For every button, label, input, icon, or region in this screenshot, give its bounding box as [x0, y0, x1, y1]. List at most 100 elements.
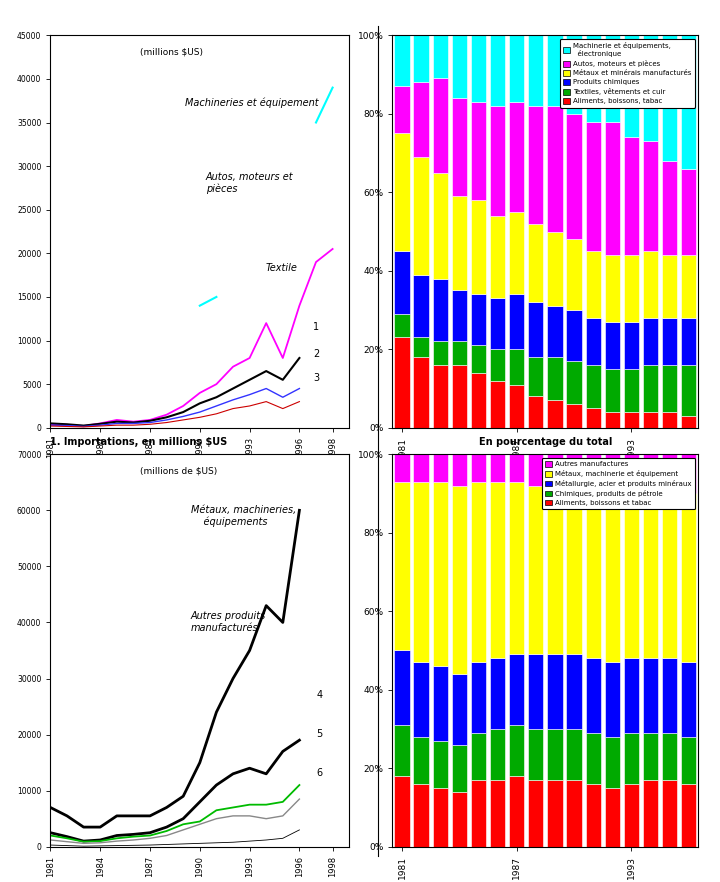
Legend: Autres manufactures, Métaux, machinerie et équipement, Métallurgie, acier et pro: Autres manufactures, Métaux, machinerie … [541, 458, 695, 509]
Bar [490, 298, 505, 349]
Bar [567, 239, 582, 310]
Bar [624, 138, 639, 255]
Bar [547, 400, 562, 428]
Bar [585, 408, 601, 428]
Text: Autos, moteurs et
pièces: Autos, moteurs et pièces [206, 172, 294, 194]
Bar [585, 318, 601, 365]
Bar [490, 216, 505, 298]
Bar [681, 416, 696, 428]
Bar [413, 274, 428, 338]
Bar [681, 784, 696, 847]
Bar [681, 168, 696, 255]
Text: 2: 2 [313, 349, 320, 359]
Bar [433, 78, 448, 173]
Bar [662, 454, 678, 490]
Bar [567, 729, 582, 780]
Bar [605, 122, 620, 255]
Bar [662, 35, 678, 161]
Bar [662, 412, 678, 428]
Bar [471, 780, 486, 847]
Bar [585, 486, 601, 658]
Bar [471, 482, 486, 662]
Bar [395, 454, 410, 482]
Text: Métaux, machineries,
    équipements: Métaux, machineries, équipements [191, 505, 296, 527]
Text: En pourcentage du total: En pourcentage du total [479, 437, 612, 446]
Bar [528, 654, 544, 729]
Bar [662, 365, 678, 412]
Bar [451, 454, 467, 486]
Bar [662, 490, 678, 658]
Bar [433, 741, 448, 788]
Bar [585, 784, 601, 847]
Bar [624, 35, 639, 138]
Bar [451, 744, 467, 792]
Bar [643, 658, 658, 733]
Bar [433, 365, 448, 428]
Legend: Machinerie et équipements,
  électronique, Autos, moteurs et pièces, Métaux et m: Machinerie et équipements, électronique,… [560, 39, 695, 108]
Bar [681, 318, 696, 365]
Bar [605, 490, 620, 662]
Bar [643, 733, 658, 780]
Bar [490, 658, 505, 729]
Bar [509, 35, 524, 102]
Bar [451, 290, 467, 341]
Bar [509, 212, 524, 295]
Text: (millions de $US): (millions de $US) [140, 466, 217, 475]
Bar [395, 725, 410, 776]
Bar [433, 666, 448, 741]
Bar [643, 318, 658, 365]
Bar [528, 486, 544, 654]
Bar [547, 729, 562, 780]
Bar [643, 365, 658, 412]
Bar [662, 255, 678, 318]
Bar [643, 454, 658, 490]
Bar [605, 369, 620, 412]
Bar [643, 251, 658, 318]
Bar [605, 35, 620, 122]
Bar [547, 482, 562, 654]
Text: Autres produits
manufacturés: Autres produits manufacturés [191, 611, 266, 633]
Bar [395, 338, 410, 428]
Bar [585, 658, 601, 733]
Bar [528, 396, 544, 428]
Bar [681, 365, 696, 416]
Bar [643, 35, 658, 141]
Bar [413, 662, 428, 736]
Bar [395, 133, 410, 251]
Bar [471, 35, 486, 102]
Bar [567, 404, 582, 428]
Bar [509, 776, 524, 847]
Bar [585, 454, 601, 486]
Bar [490, 780, 505, 847]
Text: 1: 1 [313, 322, 320, 332]
Bar [605, 454, 620, 490]
Bar [451, 196, 467, 290]
Bar [395, 251, 410, 314]
Bar [528, 357, 544, 396]
Bar [451, 365, 467, 428]
Bar [490, 106, 505, 216]
Bar [624, 733, 639, 784]
Bar [509, 654, 524, 725]
Bar [681, 35, 696, 168]
Bar [681, 454, 696, 493]
Bar [528, 303, 544, 357]
Bar [509, 454, 524, 482]
Bar [662, 161, 678, 255]
Bar [413, 157, 428, 274]
Bar [547, 780, 562, 847]
Bar [490, 454, 505, 482]
Bar [395, 86, 410, 133]
Bar [433, 482, 448, 666]
Text: 3: 3 [313, 373, 320, 383]
Bar [433, 454, 448, 482]
Bar [681, 736, 696, 784]
Bar [413, 82, 428, 157]
Bar [547, 357, 562, 400]
Bar [413, 454, 428, 482]
Bar [413, 482, 428, 662]
Bar [451, 792, 467, 847]
Bar [624, 322, 639, 369]
Bar [509, 295, 524, 349]
Bar [585, 251, 601, 318]
